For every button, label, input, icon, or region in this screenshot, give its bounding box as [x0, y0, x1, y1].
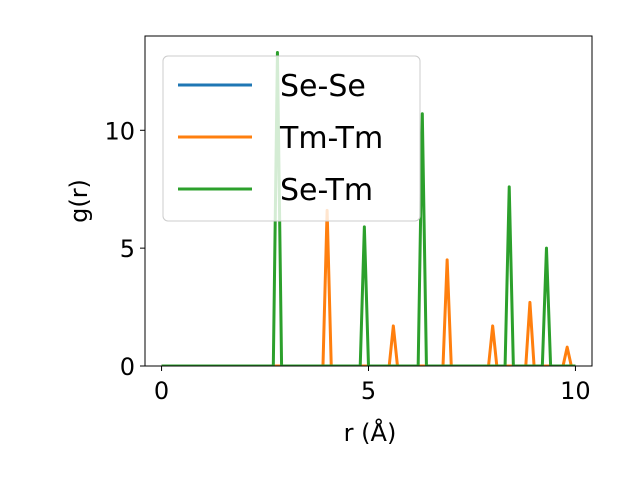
x-tick-label: 5: [361, 377, 376, 405]
x-tick-label: 10: [560, 377, 591, 405]
y-axis-label: g(r): [65, 179, 93, 223]
legend-label-tm-tm: Tm-Tm: [279, 121, 383, 156]
series-layer: [161, 51, 576, 366]
legend: Se-Se Tm-Tm Se-Tm: [162, 55, 421, 222]
y-tick-label: 5: [120, 235, 135, 263]
x-axis-label: r (Å): [344, 418, 397, 447]
legend-label-se-se: Se-Se: [280, 69, 366, 104]
series-line-se-tm: [161, 51, 576, 366]
x-tick-label: 0: [154, 377, 169, 405]
axes: 0 5 10 0 5 10: [104, 35, 593, 405]
legend-box: [162, 55, 421, 222]
y-tick-label: 10: [104, 117, 135, 145]
y-tick-label: 0: [120, 353, 135, 381]
legend-label-se-tm: Se-Tm: [280, 173, 373, 208]
